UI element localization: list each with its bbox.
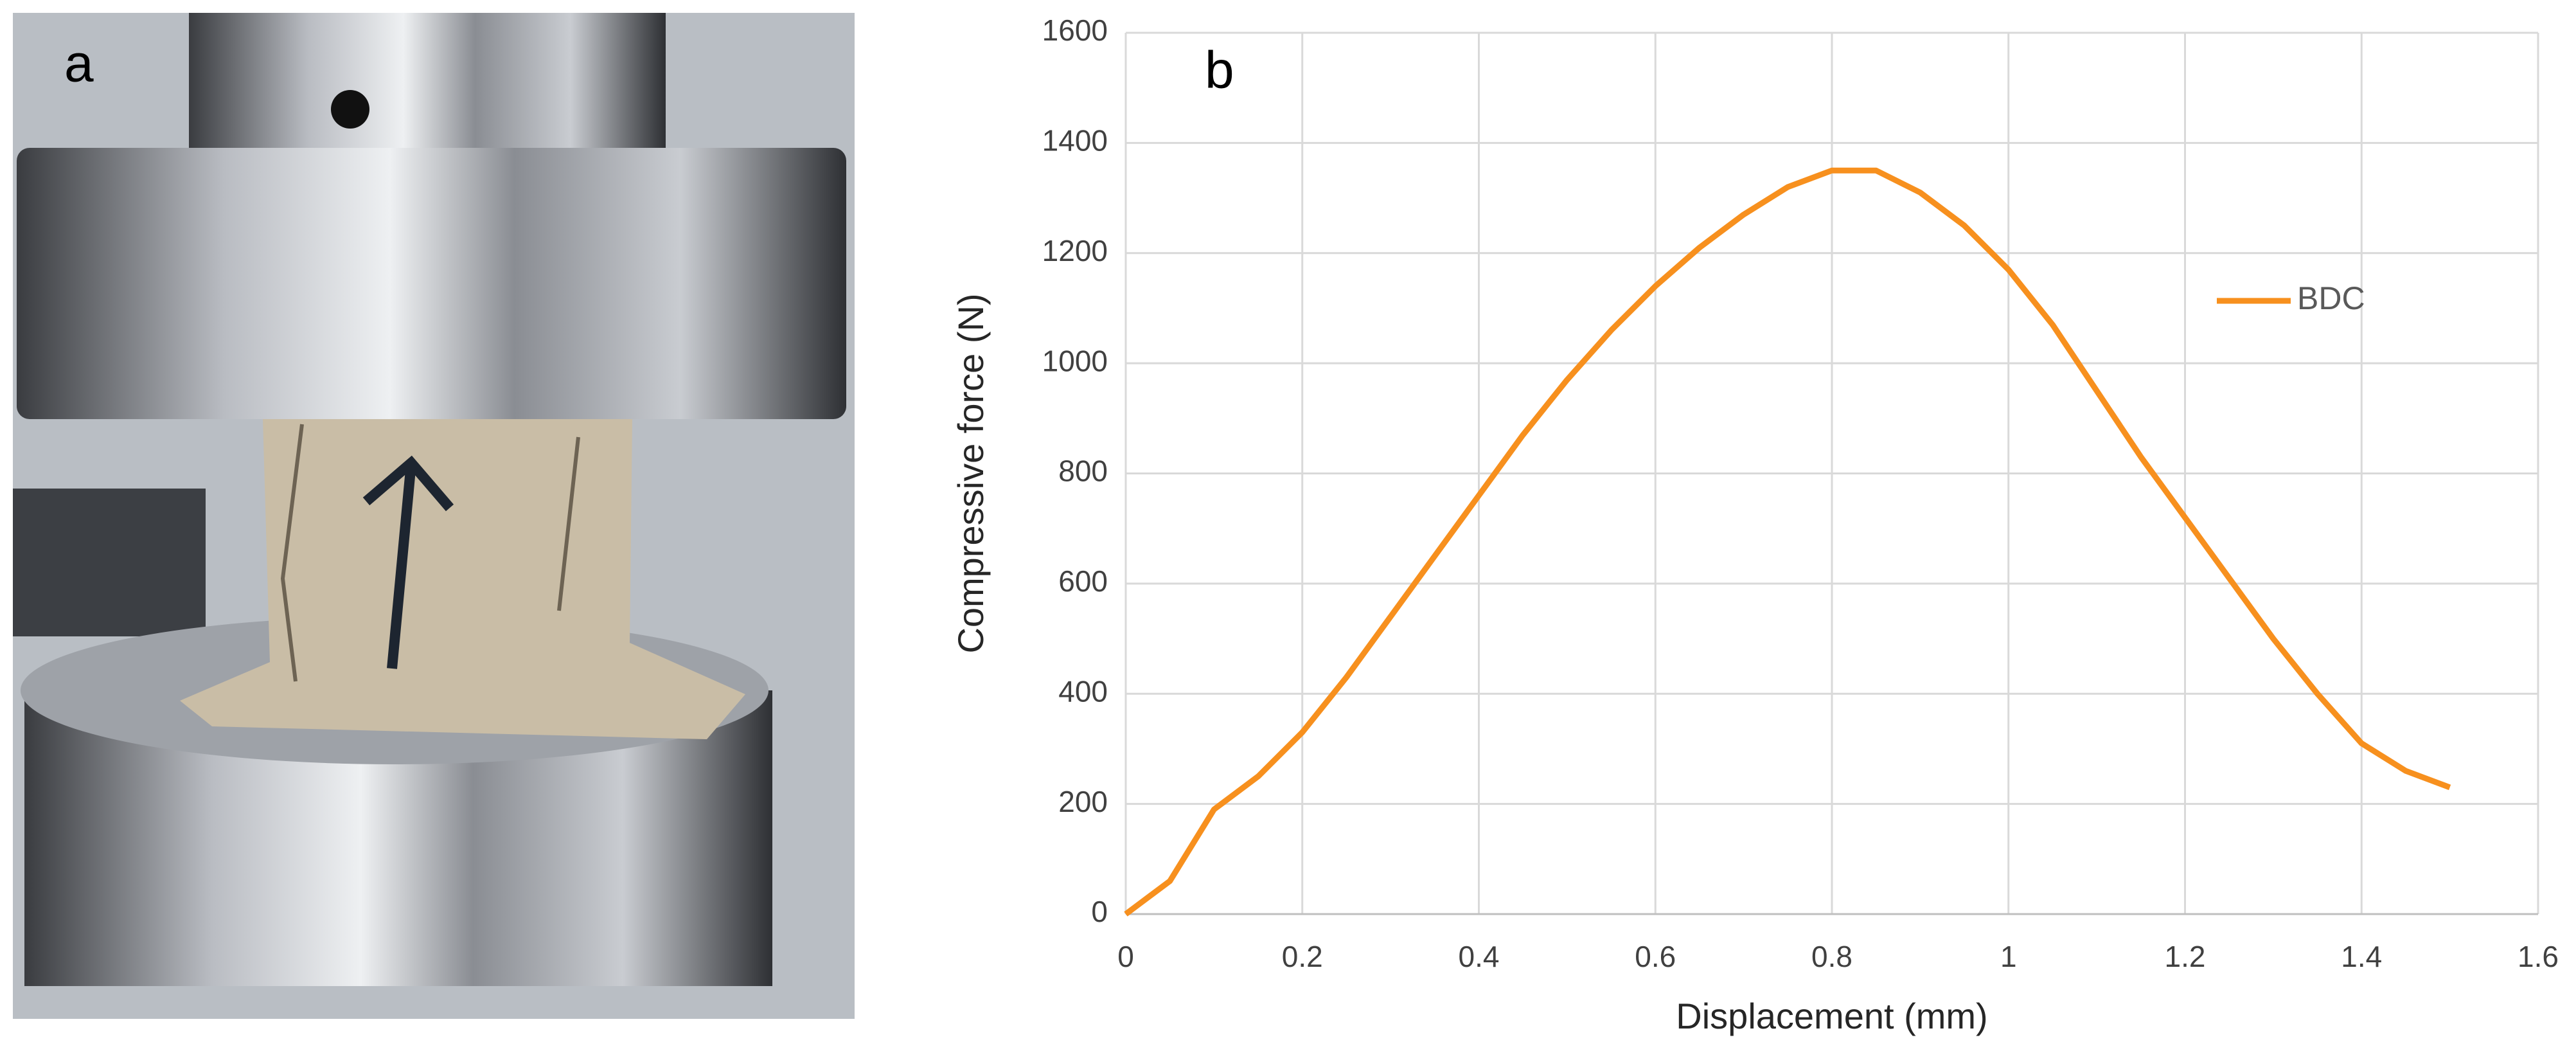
y-tick-label: 1000	[1042, 344, 1108, 377]
bolt	[331, 90, 369, 129]
y-tick-label: 0	[1091, 895, 1108, 928]
y-tick-label: 200	[1058, 785, 1108, 818]
y-tick-label: 600	[1058, 564, 1108, 598]
panel-label: b	[1205, 41, 1234, 100]
x-tick-label: 0.4	[1459, 940, 1500, 973]
y-tick-label: 400	[1058, 674, 1108, 708]
data-line	[1124, 167, 2451, 917]
y-tick-label: 1200	[1042, 234, 1108, 267]
x-tick-label: 1	[2000, 940, 2017, 973]
x-tick-label: 1.6	[2518, 940, 2559, 973]
photo: a	[13, 13, 855, 1019]
background-object	[13, 489, 206, 636]
upper-platen	[17, 148, 846, 419]
cracks	[280, 424, 580, 682]
x-tick-label: 1.2	[2165, 940, 2206, 973]
x-tick-label: 1.4	[2341, 940, 2382, 973]
legend-label: BDC	[2297, 280, 2365, 316]
chart: b 0 200 400 600 800 1000 1200 1400 1600 0 0.2 0.4 0.…	[950, 13, 2559, 1036]
arrow-marking	[362, 455, 454, 669]
spindle	[189, 13, 666, 156]
x-tick-label: 0.8	[1811, 940, 1852, 973]
y-tick-label: 1600	[1042, 13, 1108, 47]
panel-label: a	[64, 35, 94, 93]
x-axis-label: Displacement (mm)	[1676, 996, 1987, 1036]
x-tick-label: 0.2	[1282, 940, 1323, 973]
y-axis-label: Compressive force (N)	[950, 293, 991, 653]
x-tick-label: 0.6	[1635, 940, 1676, 973]
y-tick-label: 800	[1058, 454, 1108, 488]
x-tick-label: 0	[1117, 940, 1134, 973]
y-tick-label: 1400	[1042, 124, 1108, 157]
sample	[180, 419, 745, 739]
